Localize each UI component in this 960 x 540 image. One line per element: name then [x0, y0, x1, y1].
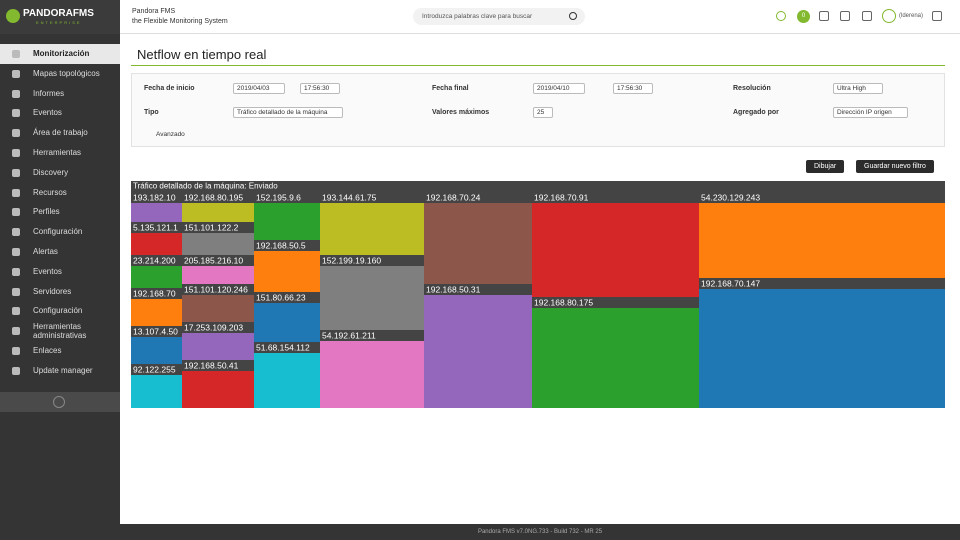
menu-item[interactable]: Servidores — [0, 282, 120, 302]
menu-item[interactable]: Herramientas — [0, 143, 120, 163]
label: Fecha de inicio — [144, 85, 195, 92]
footer: Pandora FMS v7.0NG.733 - Build 732 - MR … — [120, 524, 960, 540]
search-placeholder: Introduzca palabras clave para buscar — [422, 13, 533, 20]
label: Resolución — [733, 85, 771, 92]
menu-label: Configuración — [33, 306, 83, 316]
menu-icon — [12, 109, 20, 118]
menu-label: Herramientas administrativas — [33, 322, 87, 341]
menu-item[interactable]: Mapas topológicos — [0, 64, 120, 84]
menu-item[interactable]: Área de trabajo — [0, 123, 120, 143]
menu-label: Discovery — [33, 167, 69, 177]
label: Fecha final — [432, 85, 469, 92]
menu-label: Update manager — [33, 365, 93, 375]
menu-icon — [12, 248, 20, 256]
input[interactable]: 17:56:30 — [613, 83, 653, 94]
menu-item[interactable]: Enlaces — [0, 341, 120, 361]
collapse-icon[interactable] — [53, 396, 65, 408]
advanced-toggle[interactable]: Avanzado — [156, 131, 185, 138]
menu-icon — [12, 287, 20, 296]
badge[interactable]: 0 — [797, 10, 810, 23]
input[interactable]: 2019/04/10 — [533, 83, 585, 94]
label: Valores máximos — [432, 109, 490, 116]
server-icon[interactable] — [819, 11, 829, 21]
menu-label: Monitorización — [33, 49, 90, 58]
menu-label: Enlaces — [33, 346, 62, 355]
menu-label: Informes — [33, 88, 65, 98]
product-name: Pandora FMS — [132, 8, 176, 15]
copy-icon[interactable] — [862, 11, 872, 21]
collapse-bar[interactable] — [0, 392, 120, 412]
menu-icon — [12, 307, 20, 316]
logout-icon[interactable] — [932, 11, 942, 21]
sidebar: PANDORAFMS ENTERPRISE Monitorización Mapa… — [0, 0, 120, 540]
menu-icon — [12, 347, 20, 355]
menu-label: Servidores — [33, 286, 72, 296]
logo-text: PANDORAFMS — [23, 8, 94, 19]
menu-label: Eventos — [33, 108, 62, 118]
menu-item[interactable]: Configuración — [0, 301, 120, 321]
menu-icon — [12, 188, 20, 197]
search-icon[interactable] — [569, 12, 577, 20]
menu-item[interactable]: Configuración — [0, 222, 120, 242]
select[interactable]: Ultra High — [833, 83, 883, 94]
menu-icon — [12, 149, 20, 157]
menu-icon — [12, 267, 20, 276]
menu-icon — [12, 69, 20, 78]
user-name[interactable]: (lderena) — [899, 13, 924, 19]
menu-label: Configuración — [33, 227, 83, 237]
menu-item[interactable]: Informes — [0, 84, 120, 104]
menu-item[interactable]: Update manager — [0, 361, 120, 381]
logo-icon — [6, 9, 20, 23]
menu-item[interactable]: Eventos — [0, 103, 120, 123]
menu-label: Perfiles — [33, 207, 60, 217]
content: Netflow en tiempo real Fecha de inicio 2… — [120, 34, 960, 524]
select[interactable]: Dirección IP origen — [833, 107, 908, 118]
menu-label: Área de trabajo — [33, 128, 88, 138]
select[interactable]: Tráfico detallado de la máquina — [233, 107, 343, 118]
input[interactable]: 17:56:30 — [300, 83, 340, 94]
title-box: Netflow en tiempo real — [131, 42, 945, 66]
menu-item[interactable]: Recursos — [0, 183, 120, 203]
menu-item[interactable]: Herramientas administrativas — [0, 321, 120, 341]
draw-button[interactable]: Dibujar — [806, 160, 845, 173]
search-box[interactable]: Introduzca palabras clave para buscar — [413, 8, 585, 25]
save-button[interactable]: Guardar nuevo filtro — [856, 160, 934, 173]
user-icon[interactable] — [882, 9, 896, 23]
label: Tipo — [144, 109, 159, 116]
menu-label: Eventos — [33, 266, 62, 276]
menu-item[interactable]: Eventos — [0, 262, 120, 282]
menu-label: Mapas topológicos — [33, 68, 100, 78]
menu-icon — [12, 50, 20, 58]
logo-sub: ENTERPRISE — [36, 20, 82, 25]
menu-item[interactable]: Alertas — [0, 242, 120, 262]
menu-label: Herramientas — [33, 148, 82, 157]
input[interactable]: 2019/04/03 — [233, 83, 285, 94]
menu-item[interactable]: Perfiles — [0, 202, 120, 222]
label: Agregado por — [733, 109, 779, 116]
menu-icon — [12, 228, 20, 237]
tagline: the Flexible Monitoring System — [132, 18, 228, 25]
menu-icon — [12, 208, 20, 217]
menu-icon — [12, 168, 20, 177]
refresh-icon[interactable] — [776, 11, 786, 21]
menu-icon — [12, 129, 20, 138]
logo: PANDORAFMS ENTERPRISE — [0, 0, 120, 34]
menu-icon — [12, 327, 20, 336]
menu-label: Alertas — [33, 247, 58, 256]
menu-icon — [12, 366, 20, 375]
page-title: Netflow en tiempo real — [137, 47, 267, 62]
menu-label: Recursos — [33, 187, 67, 197]
menu-item[interactable]: Monitorización — [0, 44, 120, 64]
menu-item[interactable]: Discovery — [0, 163, 120, 183]
tools-icon[interactable] — [840, 11, 850, 21]
filter-box: Fecha de inicio 2019/04/03 17:56:30 Fech… — [131, 73, 945, 147]
menu-icon — [12, 89, 20, 98]
select[interactable]: 25 — [533, 107, 553, 118]
top-bar: Pandora FMS the Flexible Monitoring Syst… — [120, 0, 960, 34]
